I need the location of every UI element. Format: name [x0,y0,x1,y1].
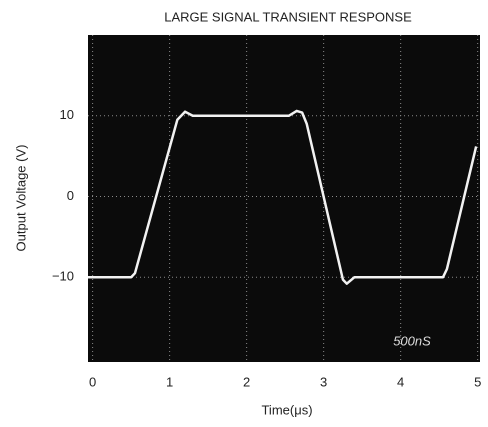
y-tick-label: 0 [67,188,74,203]
x-tick-label: 4 [397,374,404,389]
x-tick-label: 3 [320,374,327,389]
line-series [88,109,478,285]
x-tick-label: 1 [166,374,173,389]
x-tick-label: 0 [89,374,96,389]
chart-title: LARGE SIGNAL TRANSIENT RESPONSE [164,9,412,24]
plot-background [88,35,480,362]
y-tick-label: −10 [52,269,74,284]
annotation: 500nS [393,333,431,348]
x-axis-label: Time(μs) [261,402,312,417]
y-axis-label: Output Voltage (V) [13,145,28,252]
x-tick-label: 2 [243,374,250,389]
x-tick-label: 5 [474,374,481,389]
y-tick-label: 10 [60,107,74,122]
